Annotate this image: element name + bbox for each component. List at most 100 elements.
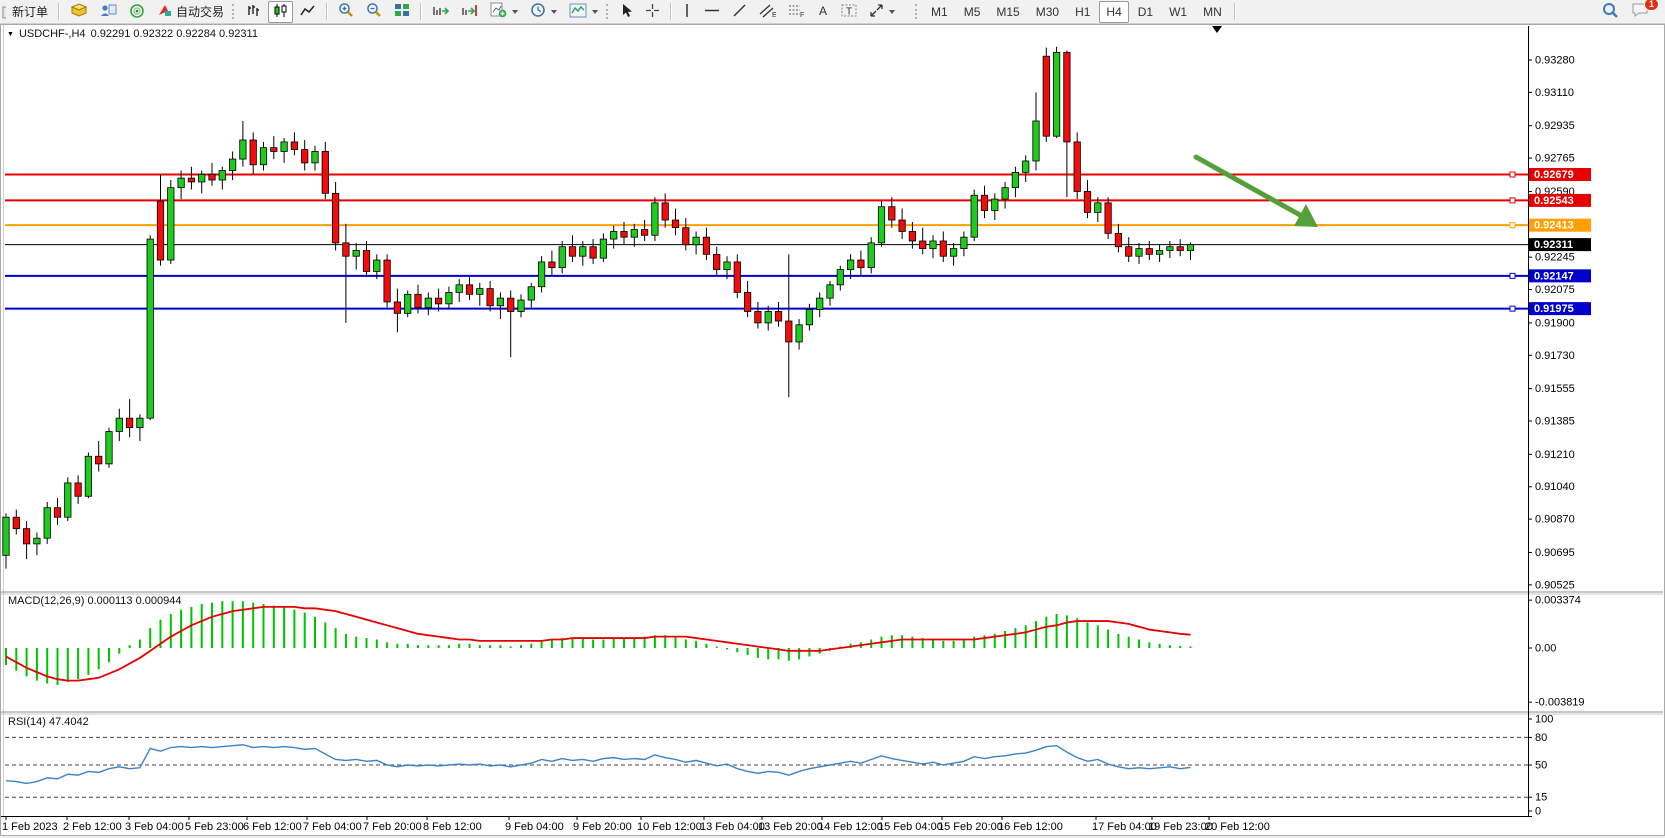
line-handle[interactable] <box>1509 222 1516 229</box>
svg-text:19 Feb 23:00: 19 Feb 23:00 <box>1148 821 1213 833</box>
chevron-down-icon <box>592 9 599 14</box>
vertical-line-button[interactable] <box>677 1 697 23</box>
tile-windows-button[interactable] <box>389 1 415 23</box>
rsi-panel: 100 80 50 15 0 <box>5 714 1553 818</box>
candle <box>424 297 432 309</box>
candle <box>1094 202 1102 213</box>
candle <box>867 242 875 269</box>
svg-text:0.93280: 0.93280 <box>1535 55 1575 67</box>
timeframe-m30-button[interactable]: M30 <box>1035 4 1060 19</box>
candle <box>651 202 659 236</box>
timeframe-m1-button[interactable]: M1 <box>931 4 948 19</box>
zoom-in-icon <box>338 2 354 21</box>
timeframe-w1-button[interactable]: W1 <box>1169 4 1188 19</box>
candle <box>733 261 741 293</box>
price-line-label: 0.91975 <box>1529 302 1591 316</box>
candle <box>816 297 824 310</box>
candle <box>208 173 216 181</box>
channel-button[interactable]: E <box>754 1 781 23</box>
candle <box>589 246 597 259</box>
svg-text:0.003374: 0.003374 <box>1535 595 1581 607</box>
arrows-tool-button[interactable] <box>864 1 900 23</box>
market-watch-button[interactable] <box>65 1 93 23</box>
candle <box>228 158 237 171</box>
line-chart-button[interactable] <box>295 1 321 23</box>
chevron-down-icon <box>512 9 519 14</box>
candle <box>960 236 968 250</box>
auto-trading-label: 自动交易 <box>176 5 225 19</box>
candle <box>877 206 886 244</box>
zoom-out-icon <box>366 2 382 21</box>
candle <box>434 297 443 305</box>
svg-text:0.92311: 0.92311 <box>1534 239 1573 251</box>
trader-icon <box>100 3 117 21</box>
line-handle[interactable] <box>1509 305 1516 312</box>
line-handle[interactable] <box>1509 272 1516 279</box>
candle <box>785 320 793 343</box>
macd-panel: 0.003374 0.00 -0.003819 <box>5 595 1585 709</box>
candle <box>115 417 123 432</box>
auto-scroll-button[interactable] <box>427 1 454 23</box>
bar-chart-button[interactable] <box>241 1 266 23</box>
chart-shift-button[interactable] <box>456 1 483 23</box>
trend-arrow-annotation[interactable] <box>1193 154 1318 227</box>
svg-text:F: F <box>800 12 804 18</box>
cursor-button[interactable] <box>615 1 638 23</box>
candle <box>136 417 144 429</box>
text-tool-button[interactable]: A <box>812 1 834 23</box>
toolbar-separator <box>58 3 61 20</box>
chevron-down-icon <box>889 9 896 14</box>
candle <box>1032 120 1040 162</box>
candle <box>723 261 731 270</box>
candle <box>682 227 690 246</box>
candle <box>558 246 566 269</box>
svg-text:0.91210: 0.91210 <box>1535 449 1575 461</box>
signals-button[interactable] <box>124 1 150 23</box>
timeframe-d1-button[interactable]: D1 <box>1137 4 1154 19</box>
horizontal-line-button[interactable] <box>699 1 725 23</box>
auto-trading-button[interactable]: 自动交易 <box>152 1 229 23</box>
horizontal-line-icon <box>704 3 720 21</box>
accounts-button[interactable] <box>95 1 122 23</box>
line-handle[interactable] <box>1509 171 1516 178</box>
candlestick-chart-button[interactable] <box>268 0 294 23</box>
svg-text:0.91975: 0.91975 <box>1534 303 1574 315</box>
text-label-button[interactable]: T <box>836 1 862 23</box>
fibonacci-button[interactable]: F <box>783 1 810 23</box>
candle <box>939 240 947 257</box>
chart-shift-icon <box>461 3 478 21</box>
text-icon: A <box>817 3 829 21</box>
candle <box>1053 51 1061 137</box>
zoom-out-button[interactable] <box>361 1 387 23</box>
templates-button[interactable] <box>564 1 603 23</box>
indicators-button[interactable] <box>485 1 523 23</box>
svg-text:6 Feb 12:00: 6 Feb 12:00 <box>243 821 302 833</box>
candle <box>167 187 175 261</box>
price-line-label: 0.92413 <box>1529 218 1591 232</box>
zoom-in-button[interactable] <box>333 1 359 23</box>
chart-shift-marker[interactable] <box>1212 26 1222 33</box>
timeframe-h4-button[interactable]: H4 <box>1099 0 1129 23</box>
candle <box>805 309 814 326</box>
timeframe-mn-button[interactable]: MN <box>1203 4 1222 19</box>
search-button[interactable] <box>1597 1 1624 23</box>
candle <box>218 170 226 181</box>
crosshair-button[interactable] <box>640 1 665 23</box>
svg-text:1 Feb 2023: 1 Feb 2023 <box>2 821 58 833</box>
auto-trading-icon <box>157 3 173 21</box>
candle <box>74 482 82 497</box>
candle <box>1042 55 1050 137</box>
trendline-icon <box>732 3 747 21</box>
candle <box>1114 232 1122 248</box>
candle <box>198 173 206 183</box>
periods-button[interactable] <box>525 1 562 23</box>
template-icon <box>569 3 587 21</box>
new-order-button[interactable]: 新订单 <box>7 1 53 23</box>
timeframe-m5-button[interactable]: M5 <box>963 4 981 19</box>
timeframe-m15-button[interactable]: M15 <box>996 4 1020 19</box>
trendline-button[interactable] <box>727 1 752 23</box>
timeframe-h1-button[interactable]: H1 <box>1075 4 1091 19</box>
line-handle[interactable] <box>1509 197 1516 204</box>
text-label-icon: T <box>841 3 857 21</box>
notifications-button[interactable]: 1 <box>1626 0 1659 23</box>
